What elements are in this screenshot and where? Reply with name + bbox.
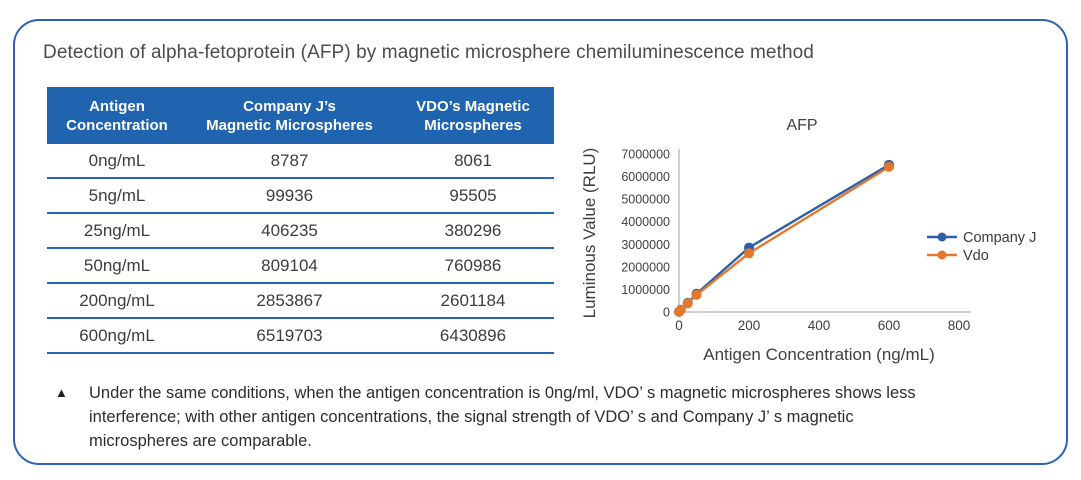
table-row: 200ng/mL 2853867 2601184 [47,284,554,319]
chart-title: AFP [786,117,817,134]
table-cell: 600ng/mL [79,325,155,345]
data-point [884,161,894,172]
info-card: Detection of alpha-fetoprotein (AFP) by … [13,19,1068,465]
table-cell: 0ng/mL [88,150,146,170]
x-tick-label: 200 [738,318,761,333]
table-cell: 8061 [454,150,492,170]
table-header-row: Antigen Concentration Company J’s Magnetic … [47,87,554,144]
table-header-cell: Company J’s Magnetic Microspheres [206,97,373,134]
y-axis-title: Luminous Value (RLU) [580,148,599,319]
table-cell: 6519703 [256,325,323,345]
x-tick-label: 800 [948,318,971,333]
y-tick-label: 4000000 [621,215,670,229]
table-cell: 200ng/mL [79,290,155,310]
footnote-line: microspheres are comparable. [89,432,312,450]
table-cell: 6430896 [439,325,507,345]
triangle-bullet-icon: ▲ [55,385,68,400]
legend-marker-dot [937,250,947,260]
afp-chart-svg: 0100000020000003000000400000050000006000… [580,117,1036,364]
legend-marker-dot [937,232,947,242]
table-cell: 5ng/mL [88,185,146,205]
table-cell: 25ng/mL [83,220,151,240]
y-tick-label: 2000000 [621,260,670,274]
table-cell: 406235 [261,220,318,240]
table-header-cell: VDO’s Magnetic Microspheres [416,97,530,134]
y-tick-label: 5000000 [621,193,670,207]
table-cell: 809104 [261,255,318,275]
afp-chart: 0 1000000 2000000 3000000 4000000 5000000 6000… [553,99,1065,387]
footnote: ▲ Under the same conditions, when the an… [55,381,1045,453]
footnote-line: Under the same conditions, when the anti… [89,384,916,402]
footnote-line: interference; with other antigen concent… [89,408,854,426]
table-row: 50ng/mL 809104 760986 [47,249,554,284]
x-tick-label: 400 [808,318,831,333]
legend-label: Company J [963,230,1036,246]
table-header-cell: Antigen Concentration [66,97,168,134]
table-cell: 2601184 [440,290,506,310]
afp-table: Antigen Concentration Company J’s Magnetic … [47,87,554,354]
page-title: Detection of alpha-fetoprotein (AFP) by … [43,42,814,63]
x-axis-title: Antigen Concentration (ng/mL) [703,345,935,364]
y-tick-label: 1000000 [621,283,670,297]
table-cell: 50ng/mL [83,255,151,275]
data-point [675,304,686,315]
footnote-text: Under the same conditions, when the anti… [89,381,916,453]
table-cell: 2853867 [256,290,323,310]
y-tick-label: 6000000 [621,170,670,184]
x-tick-label: 0 [675,318,683,333]
y-tick-label: 0 [663,306,670,320]
series-line [677,165,891,314]
table-cell: 95505 [449,185,497,205]
table-row: 600ng/mL 6519703 6430896 [47,319,554,354]
data-point [682,298,693,309]
data-point [691,289,702,300]
y-tick-label: 7000000 [621,148,670,162]
table-row: 0ng/mL 8787 8061 [47,144,554,179]
data-point [744,248,754,259]
table-cell: 760986 [444,255,502,275]
table-cell: 380296 [444,220,502,240]
x-tick-label: 600 [878,318,901,333]
y-tick-label: 3000000 [621,238,670,252]
table-cell: 99936 [265,185,314,205]
table-cell: 8787 [270,150,309,170]
table-row: 5ng/mL 99936 95505 [47,179,554,214]
legend-label: Vdo [963,248,989,264]
table-row: 25ng/mL 406235 380296 [47,214,554,249]
